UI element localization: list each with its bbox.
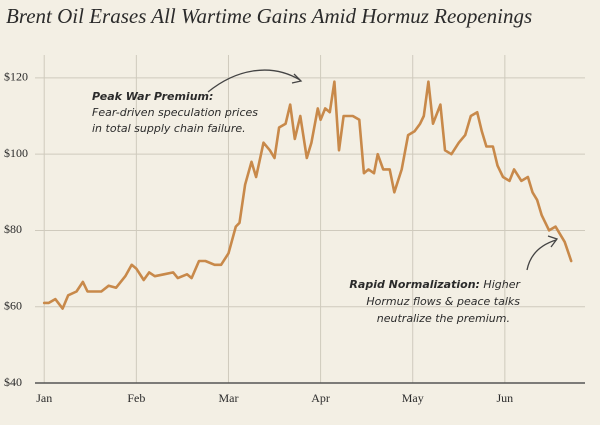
chart-title: Brent Oil Erases All Wartime Gains Amid …: [6, 4, 532, 28]
arrow-head: [291, 73, 303, 84]
annotation-line: Higher: [483, 278, 521, 291]
arrow: [526, 239, 557, 271]
plot: [42, 80, 573, 310]
annotation-title: Peak War Premium:: [92, 90, 213, 103]
y-tick-label: $100: [4, 146, 28, 160]
y-tick-label: $40: [4, 375, 22, 389]
x-tick-label: May: [402, 391, 424, 405]
y-tick-label: $80: [4, 222, 22, 236]
x-tick-label: Mar: [218, 391, 238, 405]
x-tick-label: Jan: [36, 391, 52, 405]
arrow: [207, 69, 301, 93]
annotation-line: Fear-driven speculation prices: [92, 106, 258, 119]
arrow-head: [547, 235, 559, 248]
grid: [35, 55, 585, 384]
x-tick-label: Apr: [311, 391, 330, 405]
y-tick-label: $60: [4, 298, 22, 312]
annotation: Rapid Normalization: Higher: [349, 278, 521, 291]
annotation-line: in total supply chain failure.: [92, 122, 246, 135]
price-line: [42, 80, 573, 310]
x-tick-label: Jun: [497, 391, 514, 405]
annotation: Peak War Premium:: [92, 90, 213, 103]
annotation-line: Hormuz flows & peace talks: [366, 295, 520, 308]
annotation-line: neutralize the premium.: [377, 312, 510, 325]
annotation-title: Rapid Normalization:: [349, 278, 480, 291]
x-tick-label: Feb: [127, 391, 145, 405]
y-tick-label: $120: [4, 70, 28, 84]
